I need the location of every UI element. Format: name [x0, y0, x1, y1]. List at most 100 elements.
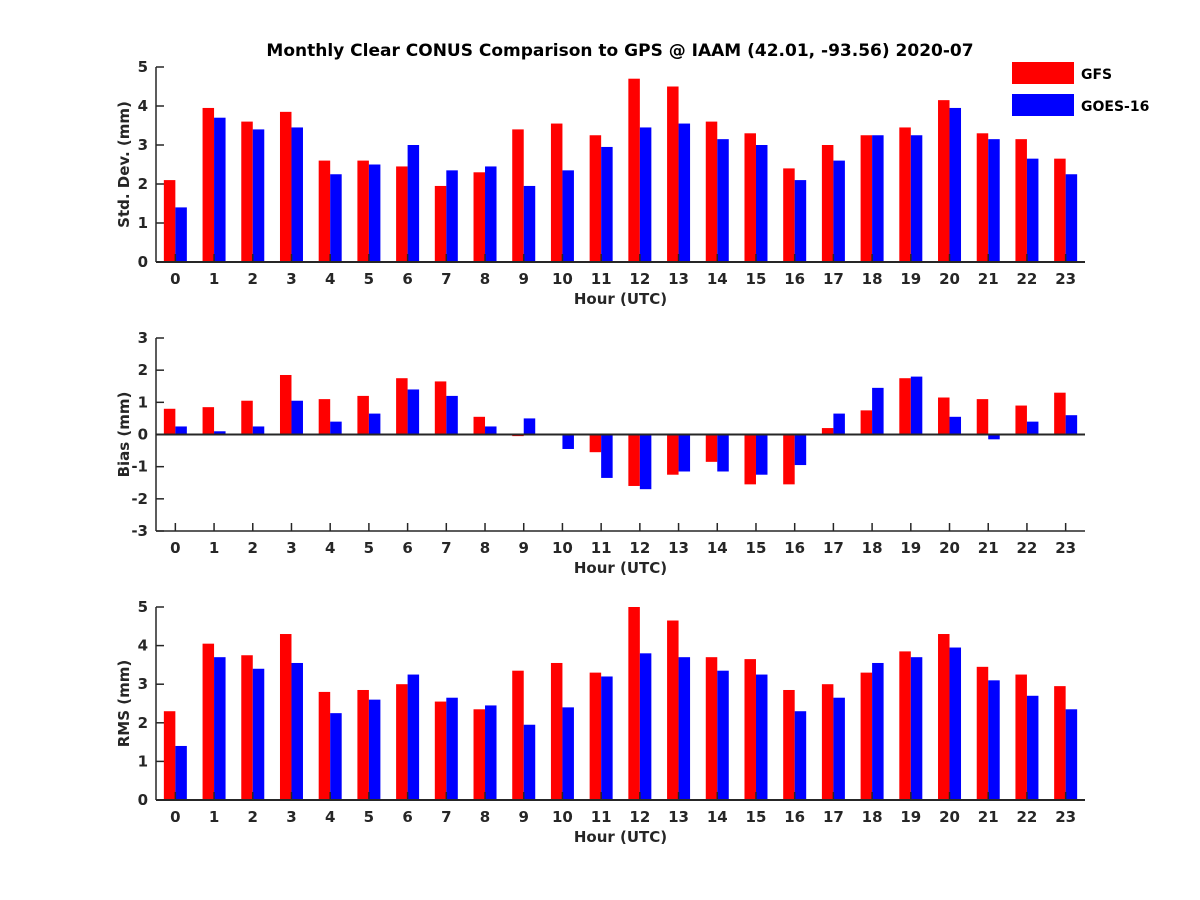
bar-goes16-hour-19 [910, 657, 923, 800]
bar-gfs-hour-22 [1015, 139, 1027, 262]
y-tick-label: 1 [138, 752, 148, 770]
x-tick-label: 19 [900, 808, 921, 826]
bar-goes16-hour-14 [717, 139, 729, 262]
bar-gfs-hour-17 [821, 428, 834, 435]
bar-goes16-hour-19 [910, 376, 923, 435]
bar-gfs-hour-13 [667, 434, 679, 475]
bar-goes16-hour-10 [562, 434, 574, 449]
y-axis-label: Bias (mm) [115, 392, 133, 478]
bar-goes16-hour-18 [872, 387, 884, 435]
bar-goes16-hour-21 [988, 434, 1000, 440]
bar-goes16-hour-13 [678, 434, 691, 472]
x-tick-label: 15 [746, 270, 767, 288]
bar-gfs-hour-10 [550, 123, 563, 262]
legend-swatch-goes16 [1012, 94, 1074, 116]
y-tick-label: 5 [138, 58, 148, 76]
bar-gfs-hour-4 [318, 160, 331, 262]
bar-gfs-hour-0 [163, 180, 176, 262]
bar-gfs-hour-13 [667, 86, 679, 262]
bar-goes16-hour-14 [717, 434, 729, 472]
x-tick-label: 11 [591, 808, 612, 826]
bar-goes16-hour-11 [601, 676, 613, 800]
bar-goes16-hour-1 [214, 657, 226, 800]
bar-goes16-hour-1 [214, 117, 226, 262]
bar-gfs-hour-23 [1054, 686, 1066, 800]
bar-goes16-hour-23 [1065, 709, 1078, 800]
bar-goes16-hour-8 [485, 426, 497, 435]
y-axis-label: RMS (mm) [115, 660, 133, 747]
bar-gfs-hour-6 [396, 166, 408, 262]
x-tick-label: 8 [480, 808, 490, 826]
x-tick-label: 11 [591, 539, 612, 557]
x-tick-label: 20 [939, 539, 960, 557]
x-tick-label: 4 [325, 808, 335, 826]
bar-goes16-hour-1 [214, 431, 226, 435]
y-tick-label: 2 [138, 175, 148, 193]
bar-gfs-hour-15 [744, 434, 756, 485]
bar-gfs-hour-22 [1015, 674, 1027, 800]
x-tick-label: 3 [286, 270, 296, 288]
bar-goes16-hour-9 [523, 724, 536, 800]
x-tick-label: 10 [552, 270, 573, 288]
bar-gfs-hour-0 [163, 408, 176, 435]
bar-goes16-hour-7 [446, 395, 458, 435]
x-tick-label: 2 [248, 539, 258, 557]
x-tick-label: 18 [862, 808, 883, 826]
bar-gfs-hour-2 [241, 121, 253, 262]
y-tick-label: 4 [138, 97, 148, 115]
bar-goes16-hour-22 [1026, 421, 1039, 435]
bar-goes16-hour-18 [872, 135, 884, 262]
bar-gfs-hour-8 [473, 172, 486, 262]
bar-gfs-hour-12 [628, 78, 640, 262]
bar-gfs-hour-3 [279, 374, 292, 435]
bar-goes16-hour-17 [833, 697, 845, 800]
x-tick-label: 12 [629, 539, 650, 557]
y-tick-label: 4 [138, 637, 148, 655]
bar-goes16-hour-2 [252, 426, 265, 435]
bar-goes16-hour-17 [833, 413, 845, 435]
x-tick-label: 14 [707, 539, 728, 557]
bar-goes16-hour-10 [562, 707, 574, 800]
x-tick-label: 3 [286, 808, 296, 826]
x-tick-label: 21 [978, 270, 999, 288]
x-tick-label: 3 [286, 539, 296, 557]
bar-goes16-hour-14 [717, 670, 729, 800]
bar-gfs-hour-10 [550, 662, 563, 800]
x-tick-label: 4 [325, 270, 335, 288]
bar-goes16-hour-20 [949, 107, 962, 262]
bar-gfs-hour-4 [318, 691, 331, 800]
bar-goes16-hour-3 [291, 127, 303, 262]
bar-goes16-hour-5 [368, 699, 381, 800]
bar-gfs-hour-11 [589, 434, 602, 453]
bar-goes16-hour-19 [910, 135, 923, 262]
x-axis-label: Hour (UTC) [574, 828, 667, 846]
bar-goes16-hour-0 [175, 426, 187, 435]
bar-gfs-hour-4 [318, 399, 331, 435]
legend-label-gfs: GFS [1081, 67, 1112, 83]
bar-goes16-hour-5 [368, 164, 381, 262]
x-tick-label: 0 [170, 808, 180, 826]
bar-goes16-hour-12 [639, 127, 652, 262]
y-tick-label: 3 [138, 329, 148, 347]
bar-gfs-hour-3 [279, 111, 292, 262]
x-tick-label: 12 [629, 808, 650, 826]
bar-gfs-hour-1 [202, 107, 215, 262]
x-tick-label: 16 [784, 808, 805, 826]
x-tick-label: 18 [862, 270, 883, 288]
bar-goes16-hour-2 [252, 668, 265, 800]
bar-goes16-hour-17 [833, 160, 845, 262]
x-tick-label: 17 [823, 270, 844, 288]
bar-gfs-hour-20 [938, 397, 950, 435]
bar-gfs-hour-16 [783, 168, 795, 262]
bar-goes16-hour-6 [407, 145, 420, 262]
bar-goes16-hour-8 [485, 705, 497, 800]
x-tick-label: 2 [248, 270, 258, 288]
y-tick-label: 3 [138, 675, 148, 693]
x-axis-label: Hour (UTC) [574, 290, 667, 308]
bar-gfs-hour-14 [705, 121, 718, 262]
x-tick-label: 0 [170, 539, 180, 557]
